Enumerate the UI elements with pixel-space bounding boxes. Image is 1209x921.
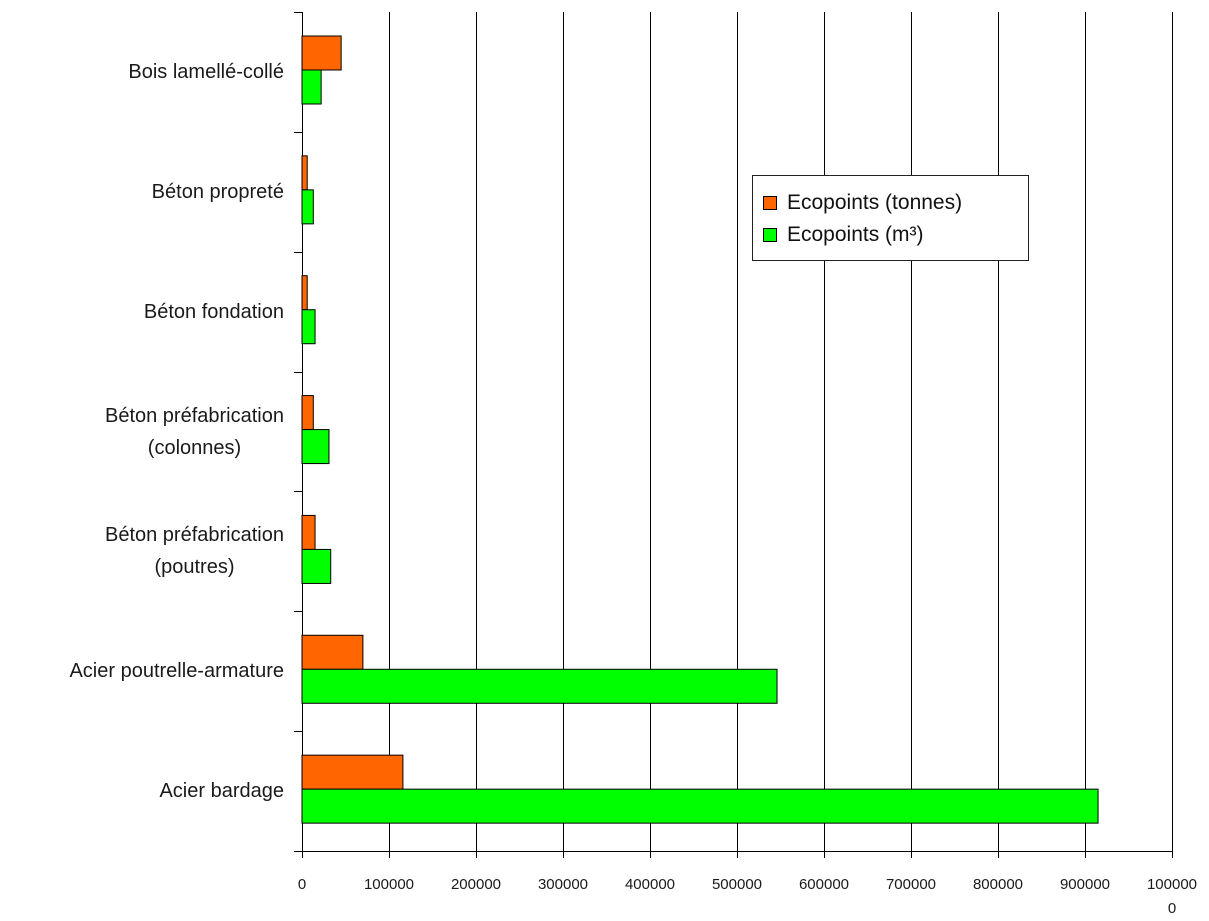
bar-m3 xyxy=(301,69,322,105)
x-tick-label: 800000 xyxy=(972,876,1024,893)
x-tick-label: 100000 xyxy=(363,876,415,893)
category-label: Acier poutrelle-armature xyxy=(69,660,284,683)
x-tick-label: 200000 xyxy=(450,876,502,893)
x-tick-label: 600000 xyxy=(798,876,850,893)
legend-item-tonnes: Ecopoints (tonnes) xyxy=(763,187,962,219)
bar-m3 xyxy=(301,548,332,584)
bar-m3 xyxy=(301,309,316,345)
legend-swatch-m3 xyxy=(763,228,777,242)
x-tick-label: 400000 xyxy=(624,876,676,893)
legend-label-tonnes: Ecopoints (tonnes) xyxy=(787,191,963,214)
bar-tonnes xyxy=(301,35,342,71)
category-label: Béton propreté xyxy=(151,180,284,203)
x-tick-label: 700000 xyxy=(885,876,937,893)
bar-tonnes xyxy=(301,155,308,191)
bar-tonnes xyxy=(301,514,316,550)
bar-m3 xyxy=(301,189,314,225)
category-label: Acier bardage xyxy=(159,780,284,803)
bar-tonnes xyxy=(301,275,308,311)
x-tick-label: 0 xyxy=(297,876,307,893)
x-tick-label: 300000 xyxy=(537,876,589,893)
x-tick-label: 900000 xyxy=(1059,876,1111,893)
x-tick-label: 100000 0 xyxy=(1146,876,1198,917)
category-label: Béton préfabrication (colonnes) xyxy=(104,404,284,459)
x-tick-label: 500000 xyxy=(711,876,763,893)
legend-item-m3: Ecopoints (m³) xyxy=(763,219,924,251)
category-label: Béton préfabrication (poutres) xyxy=(104,524,284,579)
bar-m3 xyxy=(301,668,778,704)
category-label: Béton fondation xyxy=(143,300,284,323)
legend: Ecopoints (tonnes) Ecopoints (m³) xyxy=(752,175,1029,261)
bar-tonnes xyxy=(301,634,364,670)
bar-m3 xyxy=(301,788,1099,824)
legend-swatch-tonnes xyxy=(763,196,777,210)
bar-tonnes xyxy=(301,754,404,790)
legend-label-m3: Ecopoints (m³) xyxy=(787,223,924,246)
bar-m3 xyxy=(301,429,330,465)
category-label: Bois lamellé-collé xyxy=(128,60,284,83)
bar-tonnes xyxy=(301,395,314,431)
